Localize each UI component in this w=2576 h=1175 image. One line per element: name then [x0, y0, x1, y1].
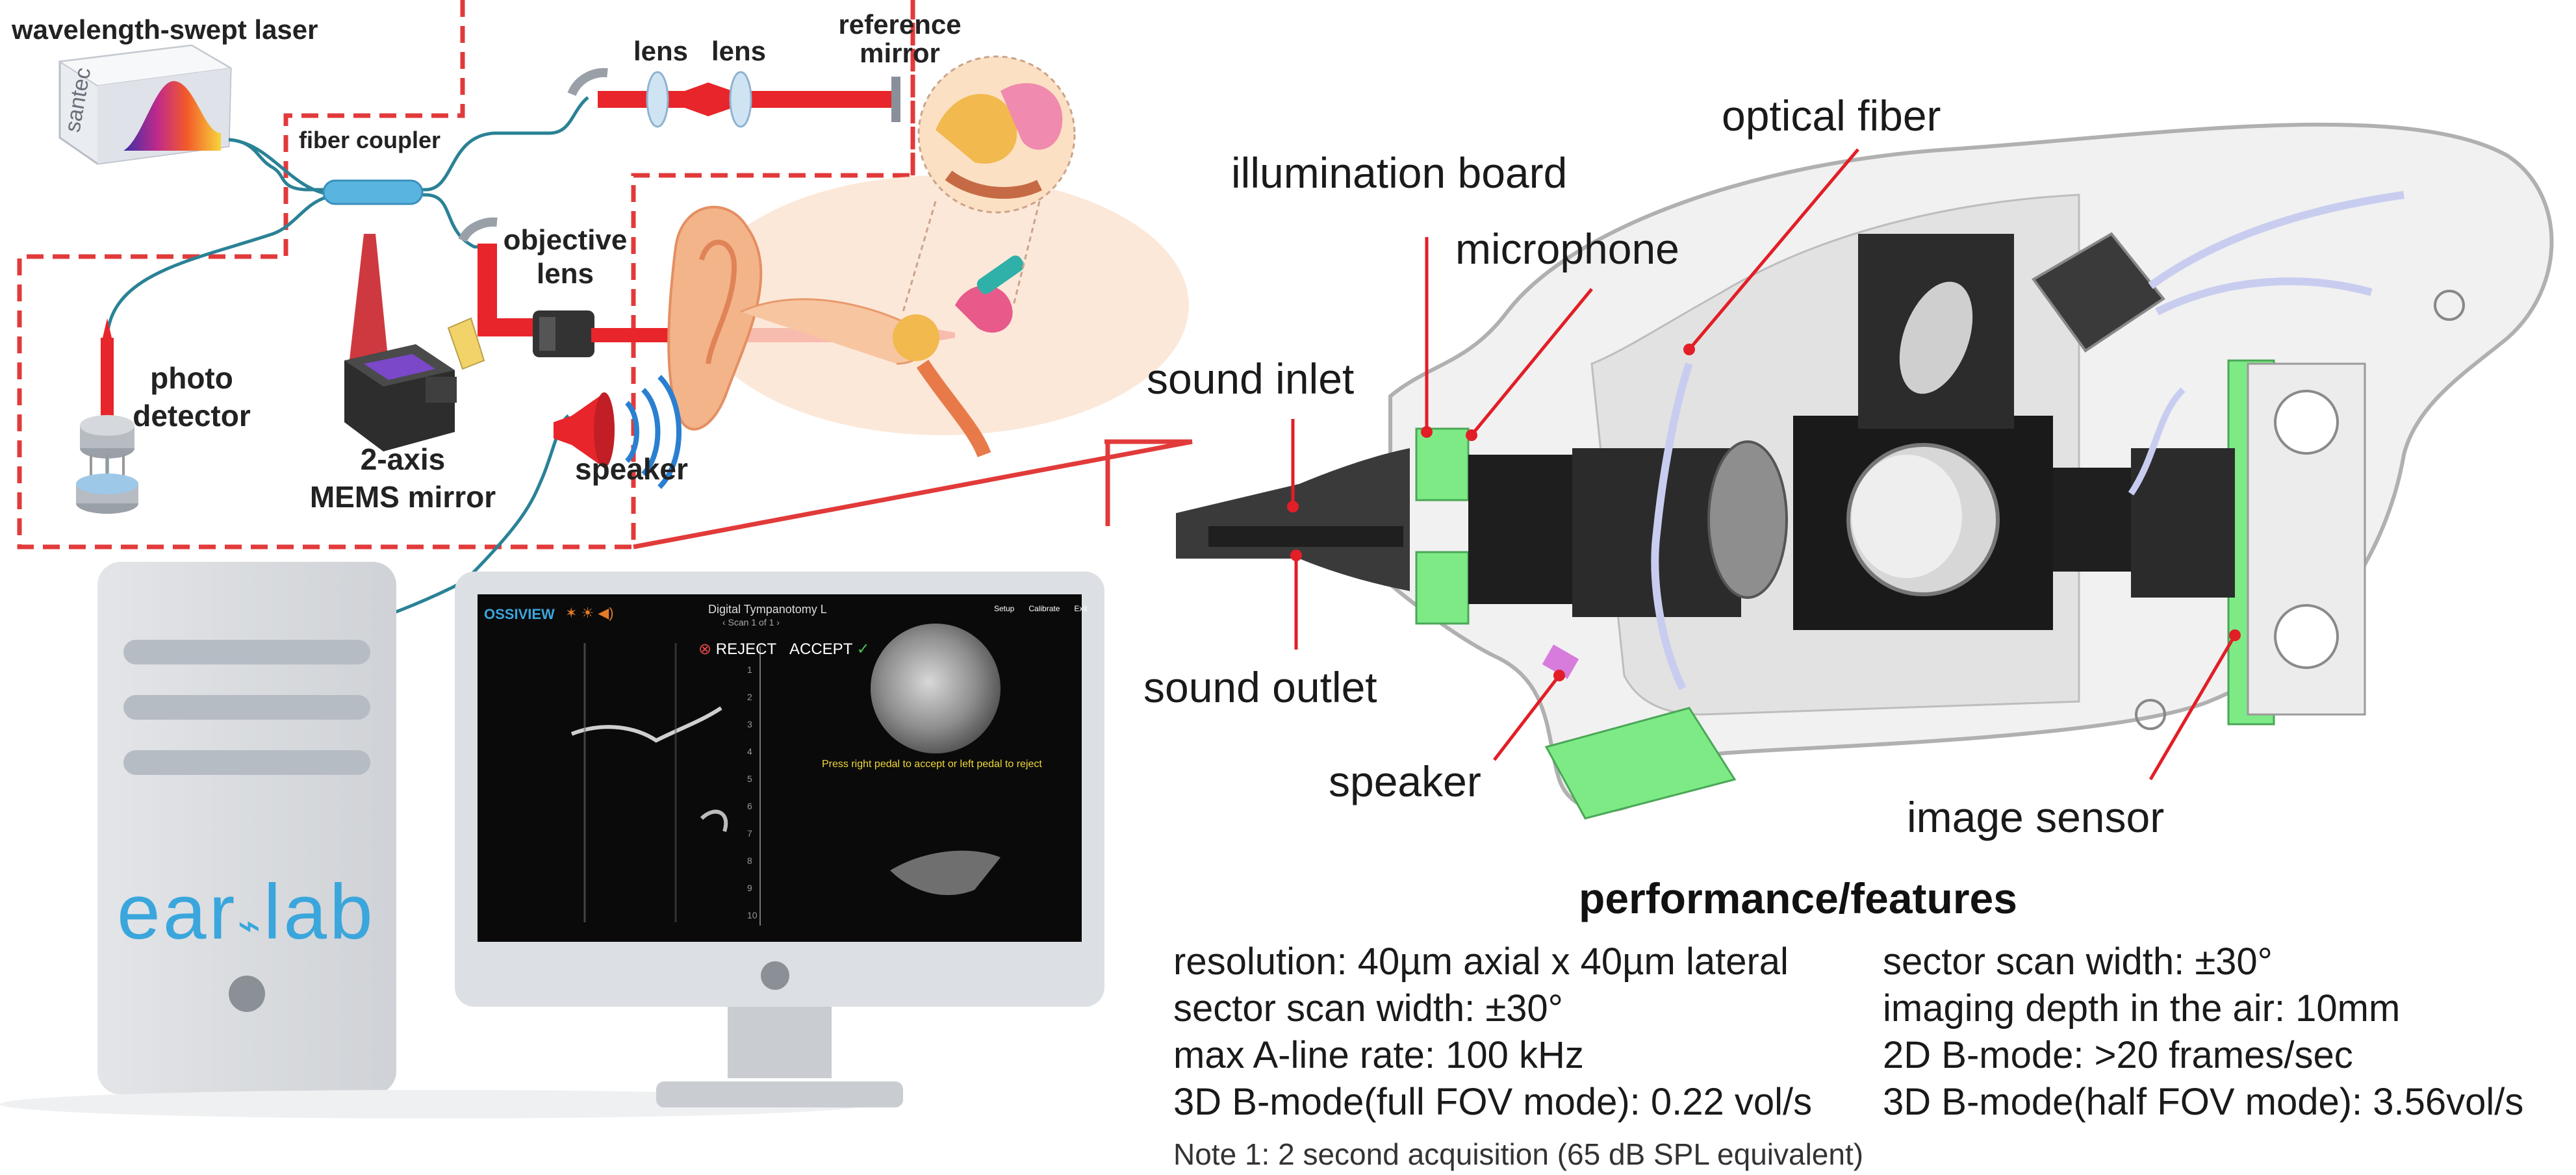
image-sensor-label: image sensor	[1907, 793, 2165, 841]
setup-button[interactable]: Setup	[994, 604, 1015, 613]
logo-ear-text: ear	[117, 868, 238, 955]
speaker-label-probe: speaker	[1329, 757, 1481, 805]
instruction-text: Press right pedal to accept or left peda…	[822, 759, 1042, 770]
ear-icon: ⌁	[237, 903, 264, 947]
reference-arm	[567, 68, 900, 128]
performance-item: max A-line rate: 100 kHz	[1173, 1034, 1584, 1076]
reference-mirror-line1: reference	[838, 9, 962, 40]
performance-item: sector scan width: ±30°	[1883, 941, 2273, 983]
performance-item: 3D B-mode(half FOV mode): 3.56vol/s	[1883, 1081, 2524, 1123]
microphone-label: microphone	[1455, 225, 1679, 273]
lens-label-2: lens	[711, 36, 767, 66]
optical-fiber-label: optical fiber	[1722, 92, 1941, 140]
scale-tick: 5	[747, 774, 752, 784]
scale-tick: 9	[747, 883, 752, 893]
sound-outlet-label: sound outlet	[1143, 663, 1377, 711]
objective-lens-line2: lens	[536, 258, 594, 290]
photodetector-illustration	[76, 318, 138, 514]
mems-line2: MEMS mirror	[309, 480, 496, 514]
performance-left-column: resolution: 40µm axial x 40µm lateral se…	[1173, 939, 1812, 1126]
calibrate-button[interactable]: Calibrate	[1028, 604, 1060, 613]
scale-tick: 10	[747, 910, 758, 920]
performance-item: 2D B-mode: >20 frames/sec	[1883, 1034, 2353, 1076]
reference-mirror-line2: mirror	[860, 38, 940, 68]
probe-leader-lines	[1291, 148, 2237, 781]
ear-illustration	[667, 55, 1189, 458]
fiber-coupler-label: fiber coupler	[299, 127, 441, 153]
screen-subtitle: ‹ Scan 1 of 1 ›	[722, 617, 780, 627]
probe-assembly	[1176, 122, 2554, 820]
photodetector-label: photo detector	[120, 360, 263, 433]
photodetector-line2: detector	[133, 399, 251, 433]
monitor	[455, 572, 1104, 1107]
reference-mirror-label: reference mirror	[835, 9, 965, 69]
scale-tick: 6	[747, 801, 752, 811]
photodetector-line1: photo	[150, 361, 233, 395]
dashed-enclosure	[17, 0, 915, 550]
mems-line1: 2-axis	[360, 442, 446, 476]
earlab-logo: ear⌁lab	[117, 867, 376, 957]
objective-lens-line1: objective	[503, 224, 628, 256]
exit-button[interactable]: Exit	[1074, 604, 1088, 613]
fiber-coupler	[322, 179, 424, 205]
screen-toolbar: Setup Calibrate Exit	[994, 604, 1087, 613]
illumination-board-label: illumination board	[1231, 149, 1568, 197]
scale-tick: 1	[747, 664, 752, 675]
speaker-label-left: speaker	[575, 452, 688, 486]
laser-label: wavelength-swept laser	[12, 14, 318, 45]
performance-title: performance/features	[1579, 874, 2017, 922]
footnote: Note 1: 2 second acquisition (65 dB SPL …	[1173, 1137, 1864, 1171]
accept-button[interactable]: ACCEPT ✓	[789, 640, 870, 659]
scale-tick: 8	[747, 855, 752, 866]
speaker-illustration	[554, 375, 682, 489]
probe-connector-lines	[633, 439, 1193, 550]
computer-tower	[0, 562, 871, 1118]
scale-tick: 4	[747, 746, 752, 757]
scale-tick: 7	[747, 828, 752, 839]
performance-item: resolution: 40µm axial x 40µm lateral	[1173, 941, 1789, 983]
mems-mirror-label: 2-axis MEMS mirror	[305, 442, 500, 514]
performance-item: imaging depth in the air: 10mm	[1883, 987, 2401, 1030]
objective-lens-label: objective lens	[494, 224, 637, 290]
toolbar-icons: ✶ ☀ ◀)	[565, 605, 614, 621]
laser-source: santec	[58, 44, 233, 165]
lens-label-1: lens	[633, 36, 689, 66]
depth-scale: 1 2 3 4 5 6 7 8 9 10	[747, 656, 758, 929]
accept-label: ACCEPT	[789, 640, 852, 658]
reject-label: REJECT	[715, 640, 777, 658]
accept-icon: ✓	[856, 640, 870, 658]
logo-lab-text: lab	[263, 868, 376, 955]
sound-inlet-label: sound inlet	[1147, 355, 1355, 403]
performance-right-column: sector scan width: ±30° imaging depth in…	[1883, 939, 2523, 1126]
performance-item: 3D B-mode(full FOV mode): 0.22 vol/s	[1173, 1081, 1813, 1123]
scale-tick: 2	[747, 692, 752, 702]
screen-title: Digital Tympanotomy L	[708, 603, 827, 616]
app-name: OSSIVIEW	[484, 606, 555, 622]
scale-tick: 3	[747, 719, 752, 729]
performance-item: sector scan width: ±30°	[1173, 987, 1563, 1030]
reject-icon: ⊗	[698, 640, 712, 658]
probe-leader-dots	[1287, 344, 2241, 681]
reject-button[interactable]: ⊗ REJECT	[698, 640, 776, 659]
